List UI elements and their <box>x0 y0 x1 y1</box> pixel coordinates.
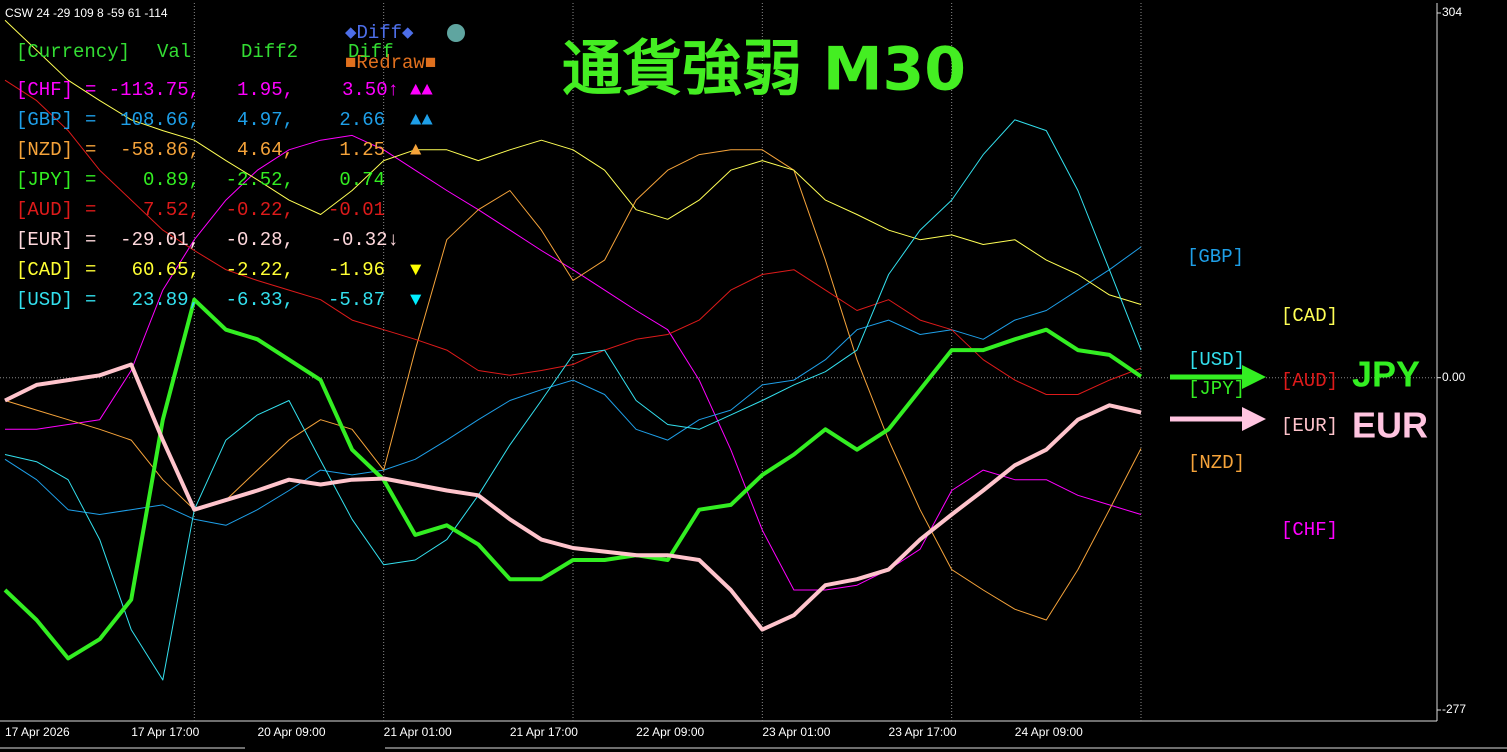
panel-cell: 7.52, <box>143 199 200 221</box>
panel-cell: [USD] <box>16 289 73 311</box>
panel-header: Diff <box>348 41 394 63</box>
panel-cell: -5.87 <box>328 289 385 311</box>
x-tick-label: 22 Apr 09:00 <box>636 725 704 739</box>
y-tick-label: -277 <box>1442 702 1466 716</box>
panel-mark: ▼ <box>410 259 422 281</box>
overlay: CSW 24 -29 109 8 -59 61 -114 ◆Diff◆ ■Red… <box>5 6 1428 541</box>
legend-label: [JPY] <box>1188 378 1245 400</box>
annotation-arrowhead <box>1242 365 1266 389</box>
panel-cell: 23.89, <box>132 289 200 311</box>
panel-cell: 4.97, <box>237 109 294 131</box>
legend-label: [CAD] <box>1281 305 1338 327</box>
redraw-button[interactable]: ■Redraw■ <box>345 52 436 74</box>
x-tick-label: 17 Apr 17:00 <box>131 725 199 739</box>
panel-cell: = <box>85 229 96 251</box>
panel-cell: = <box>85 289 96 311</box>
x-tick-label: 21 Apr 01:00 <box>384 725 452 739</box>
annotation: EUR <box>1352 405 1428 446</box>
panel-cell: [JPY] <box>16 169 73 191</box>
panel-cell: = <box>85 169 96 191</box>
lines <box>3 19 1143 681</box>
series-line <box>5 134 1142 591</box>
panel-mark: ▼ <box>410 289 422 311</box>
panel-cell: -2.22, <box>226 259 294 281</box>
legend-label: [USD] <box>1188 349 1245 371</box>
panel-cell: 0.74 <box>339 169 385 191</box>
panel-cell: -2.52, <box>226 169 294 191</box>
panel-cell: -0.28, <box>226 229 294 251</box>
panel-cell: -0.22, <box>226 199 294 221</box>
chart-title: 通貨強弱 M30 <box>562 35 966 105</box>
panel-cell: 4.64, <box>237 139 294 161</box>
panel-cell: -0.32↓ <box>331 229 399 251</box>
panel-cell: [GBP] <box>16 109 73 131</box>
panel-cell: 1.25 <box>339 139 385 161</box>
panel-cell: [NZD] <box>16 139 73 161</box>
panel-cell: = <box>85 199 96 221</box>
x-tick-label: 21 Apr 17:00 <box>510 725 578 739</box>
panel-header: [Currency] <box>16 41 130 63</box>
panel-cell: 1.95, <box>237 79 294 101</box>
y-tick-label: 304 <box>1442 5 1462 19</box>
series-line <box>4 79 1142 395</box>
panel-cell: [CAD] <box>16 259 73 281</box>
panel-cell: -0.01 <box>328 199 385 221</box>
panel-cell: 0.89, <box>143 169 200 191</box>
panel-header: Diff2 <box>241 41 298 63</box>
panel-cell: [AUD] <box>16 199 73 221</box>
legend-label: [GBP] <box>1187 246 1244 268</box>
panel-cell: 2.66 <box>339 109 385 131</box>
legend-label: [NZD] <box>1188 452 1245 474</box>
panel-mark: ▲▲ <box>410 79 433 101</box>
x-tick-label: 24 Apr 09:00 <box>1015 725 1083 739</box>
annotation: JPY <box>1352 354 1420 395</box>
legend-label: [CHF] <box>1281 519 1338 541</box>
series-line <box>4 19 1142 305</box>
panel-cell: = <box>85 109 96 131</box>
x-tick-label: 17 Apr 2026 <box>5 725 70 739</box>
panel-mark: ▲▲ <box>410 109 433 131</box>
toggle-icon[interactable] <box>447 24 465 42</box>
panel-cell: [EUR] <box>16 229 73 251</box>
panel-header: Val <box>157 41 191 63</box>
panel-cell: = <box>85 139 96 161</box>
panel-mark: ▲ <box>410 139 422 161</box>
series-line <box>3 297 1143 661</box>
y-tick-label: 0.00 <box>1442 370 1466 384</box>
legend-label: [EUR] <box>1281 415 1338 437</box>
x-tick-label: 20 Apr 09:00 <box>257 725 325 739</box>
panel-cell: -58.86, <box>120 139 200 161</box>
series-line <box>4 362 1142 632</box>
panel-cell: = <box>85 79 96 101</box>
info-text: CSW 24 -29 109 8 -59 61 -114 <box>5 6 168 20</box>
panel-cell: -29.01, <box>120 229 200 251</box>
panel-cell: -6.33, <box>226 289 294 311</box>
panel-cell: 60.65, <box>132 259 200 281</box>
annotation-arrowhead <box>1242 407 1266 431</box>
panel-cell: [CHF] <box>16 79 73 101</box>
legend-label: [AUD] <box>1281 370 1338 392</box>
panel-cell: -113.75, <box>109 79 200 101</box>
x-tick-label: 23 Apr 17:00 <box>889 725 957 739</box>
x-tick-label: 23 Apr 01:00 <box>762 725 830 739</box>
panel-cell: 108.66, <box>120 109 200 131</box>
panel-cell: 3.50↑ <box>342 79 399 101</box>
panel-cell: -1.96 <box>328 259 385 281</box>
diff-button[interactable]: ◆Diff◆ <box>345 22 414 44</box>
panel-cell: = <box>85 259 96 281</box>
